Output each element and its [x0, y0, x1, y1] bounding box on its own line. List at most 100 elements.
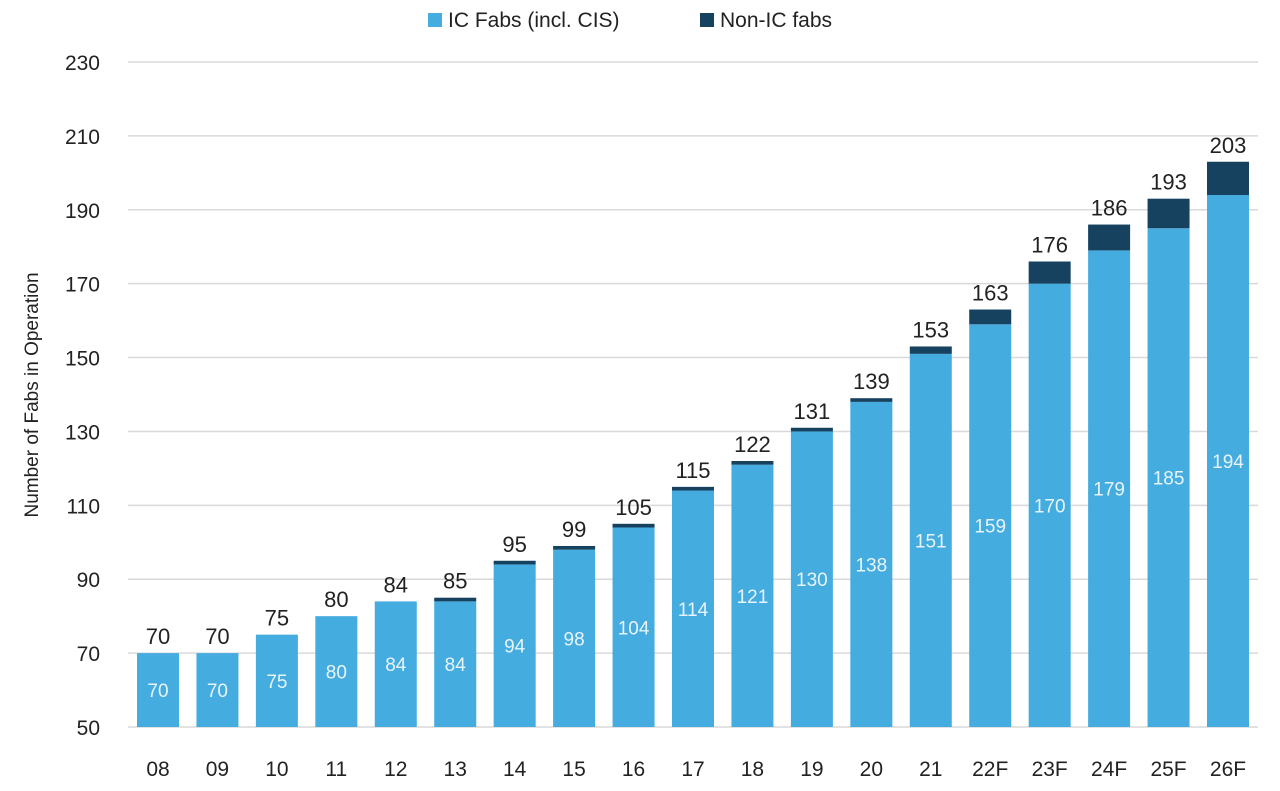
- ic-value-label: 130: [796, 570, 828, 591]
- x-tick-label: 17: [681, 758, 704, 781]
- x-tick-label: 16: [622, 758, 645, 781]
- bar-ic-fabs: [137, 653, 179, 727]
- x-tick-label: 26F: [1210, 758, 1246, 781]
- x-tick-label: 12: [384, 758, 407, 781]
- y-tick-label: 90: [77, 569, 100, 592]
- y-tick-label: 190: [65, 200, 100, 223]
- bar-non-ic-fabs: [790, 427, 833, 432]
- ic-value-label: 98: [564, 629, 585, 650]
- total-value-label: 131: [794, 399, 831, 424]
- x-tick-label: 14: [503, 758, 527, 781]
- total-value-label: 153: [912, 317, 949, 342]
- legend-swatch-non-ic-fabs: [700, 13, 714, 27]
- bar-non-ic-fabs: [1088, 224, 1131, 251]
- ic-value-label: 159: [974, 517, 1006, 538]
- x-tick-label: 21: [919, 758, 942, 781]
- total-value-label: 85: [443, 569, 467, 594]
- x-tick-label: 19: [800, 758, 823, 781]
- ic-value-label: 121: [737, 587, 769, 608]
- bar-ic-fabs: [612, 527, 655, 727]
- x-tick-label: 15: [562, 758, 585, 781]
- ic-value-label: 185: [1153, 469, 1185, 490]
- bar-non-ic-fabs: [1147, 198, 1190, 229]
- bar-ic-fabs: [850, 401, 893, 727]
- bar-non-ic-fabs: [1028, 261, 1071, 284]
- total-value-label: 203: [1210, 133, 1247, 158]
- ic-value-label: 75: [266, 672, 287, 693]
- total-value-label: 139: [853, 369, 890, 394]
- bar-ic-fabs: [553, 549, 596, 727]
- x-tick-label: 18: [741, 758, 764, 781]
- bar-ic-fabs: [672, 490, 714, 727]
- bar-non-ic-fabs: [612, 523, 655, 528]
- total-value-label: 163: [972, 281, 1009, 306]
- x-tick-label: 11: [325, 758, 347, 781]
- y-tick-label: 110: [67, 495, 100, 518]
- x-tick-label: 08: [146, 758, 169, 781]
- y-tick-label: 230: [65, 52, 100, 75]
- y-tick-label: 150: [65, 348, 100, 371]
- total-value-label: 105: [615, 495, 652, 520]
- total-value-label: 122: [734, 432, 771, 457]
- bar-ic-fabs: [1207, 195, 1249, 727]
- ic-value-label: 70: [147, 681, 168, 702]
- bar-ic-fabs: [731, 464, 774, 727]
- ic-value-label: 84: [445, 655, 467, 676]
- legend-swatch-ic-fabs: [428, 13, 442, 27]
- total-value-label: 70: [205, 624, 229, 649]
- bar-ic-fabs: [1147, 228, 1190, 727]
- bar-non-ic-fabs: [969, 309, 1012, 325]
- y-axis-title: Number of Fabs in Operation: [22, 272, 43, 517]
- bar-non-ic-fabs: [909, 346, 952, 354]
- ic-value-label: 138: [855, 555, 887, 576]
- total-value-label: 176: [1031, 233, 1068, 258]
- y-tick-label: 170: [65, 274, 100, 297]
- ic-value-label: 80: [326, 663, 347, 684]
- bar-non-ic-fabs: [731, 461, 774, 465]
- bar-non-ic-fabs: [672, 486, 714, 491]
- bar-ic-fabs: [790, 431, 833, 727]
- total-value-label: 115: [675, 458, 710, 483]
- bar-ic-fabs: [315, 616, 358, 727]
- total-value-label: 80: [324, 587, 348, 612]
- bar-ic-fabs: [969, 324, 1012, 727]
- x-tick-label: 13: [444, 758, 467, 781]
- x-tick-label: 25F: [1150, 758, 1186, 781]
- legend-label-ic-fabs: IC Fabs (incl. CIS): [448, 9, 620, 32]
- ic-value-label: 170: [1034, 496, 1066, 517]
- x-tick-label: 23F: [1032, 758, 1068, 781]
- legend-label-non-ic-fabs: Non-IC fabs: [720, 9, 832, 32]
- y-tick-label: 50: [77, 717, 100, 740]
- total-value-label: 70: [146, 624, 170, 649]
- bar-non-ic-fabs: [553, 545, 596, 550]
- bar-ic-fabs: [255, 634, 298, 727]
- x-tick-label: 24F: [1091, 758, 1127, 781]
- bar-ic-fabs: [909, 353, 952, 727]
- x-tick-label: 09: [206, 758, 229, 781]
- total-value-label: 193: [1150, 170, 1187, 195]
- ic-value-label: 194: [1212, 452, 1244, 473]
- ic-value-label: 179: [1093, 480, 1125, 501]
- y-tick-label: 130: [65, 421, 100, 444]
- ic-value-label: 104: [618, 618, 650, 639]
- bar-ic-fabs: [434, 601, 477, 727]
- y-tick-label: 210: [65, 126, 100, 149]
- legend: IC Fabs (incl. CIS) Non-IC fabs: [428, 9, 832, 32]
- bar-ic-fabs: [1088, 250, 1131, 727]
- bar-ic-fabs: [1028, 283, 1071, 727]
- ic-value-label: 151: [915, 531, 947, 552]
- total-value-label: 99: [562, 517, 586, 542]
- total-value-label: 75: [265, 606, 289, 631]
- y-tick-label: 70: [77, 643, 100, 666]
- total-value-label: 95: [502, 532, 526, 557]
- bar-non-ic-fabs: [1207, 161, 1249, 195]
- x-tick-label: 10: [265, 758, 288, 781]
- ic-value-label: 114: [678, 600, 709, 621]
- x-tick-label: 22F: [972, 758, 1008, 781]
- bar-ic-fabs: [374, 601, 417, 727]
- total-value-label: 186: [1091, 196, 1128, 221]
- total-value-label: 84: [384, 572, 408, 597]
- bar-non-ic-fabs: [850, 398, 893, 402]
- ic-value-label: 84: [385, 655, 407, 676]
